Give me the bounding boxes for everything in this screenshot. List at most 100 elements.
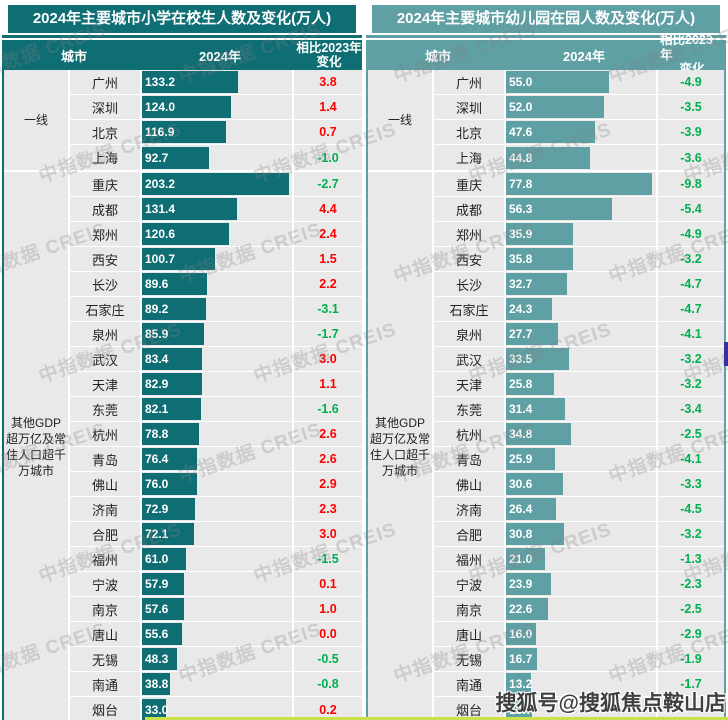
table-row: 成都 56.3 -5.4: [434, 197, 724, 222]
table-row: 重庆 77.8 -9.8: [434, 172, 724, 197]
bar-cell: 76.4: [142, 447, 294, 471]
change-value: 2.9: [294, 472, 362, 496]
table-row: 济南 26.4 -4.5: [434, 497, 724, 522]
table-row: 福州 21.0 -1.3: [434, 547, 724, 572]
change-value: 2.3: [294, 497, 362, 521]
city-name: 宁波: [70, 572, 142, 596]
table-row: 广州 133.2 3.8: [70, 70, 362, 95]
group-label: 一线: [368, 70, 434, 170]
change-value: -3.2: [658, 522, 724, 546]
city-group: 一线 广州 55.0 -4.9 深圳 52.0 -3.5 北京 47.6 -3.9 上海 44.8 -3…: [368, 70, 724, 172]
scrollbar-fragment: [724, 342, 728, 366]
value-bar: 83.4: [142, 348, 203, 370]
change-value: -4.1: [658, 447, 724, 471]
city-group: 其他GDP超万亿及常住人口超千万城市 重庆 77.8 -9.8 成都 56.3 -5.4 郑州…: [368, 172, 724, 720]
table-row: 南京 22.6 -2.5: [434, 597, 724, 622]
table-row: 天津 25.8 -3.2: [434, 372, 724, 397]
change-value: -1.3: [658, 547, 724, 571]
table-row: 上海 92.7 -1.0: [70, 145, 362, 170]
bar-cell: 16.0: [506, 622, 658, 646]
city-name: 青岛: [434, 447, 506, 471]
bar-cell: 72.1: [142, 522, 294, 546]
table-row: 武汉 83.4 3.0: [70, 347, 362, 372]
value-bar: 47.6: [506, 121, 596, 143]
bar-cell: 33.0: [142, 697, 294, 720]
bar-cell: 52.0: [506, 95, 658, 119]
bar-cell: 30.6: [506, 472, 658, 496]
bar-cell: 203.2: [142, 172, 294, 196]
change-value: -2.5: [658, 422, 724, 446]
value-bar: 31.4: [506, 398, 565, 420]
bar-cell: 56.3: [506, 197, 658, 221]
value-bar: 32.7: [506, 273, 568, 295]
value-bar: 57.6: [142, 598, 184, 620]
value-bar: 23.9: [506, 573, 551, 595]
table-row: 无锡 16.7 -1.9: [434, 647, 724, 672]
change-value: 1.5: [294, 247, 362, 271]
bar-cell: 89.2: [142, 297, 294, 321]
change-value: -1.7: [658, 672, 724, 696]
city-name: 成都: [434, 197, 506, 221]
bar-cell: 13.2: [506, 672, 658, 696]
change-value: -3.3: [658, 472, 724, 496]
chart-title: 2024年主要城市小学在校生人数及变化(万人): [8, 5, 356, 33]
change-value: 3.0: [294, 347, 362, 371]
table-row: 长沙 89.6 2.2: [70, 272, 362, 297]
table-row: 重庆 203.2 -2.7: [70, 172, 362, 197]
bar-cell: 55.0: [506, 70, 658, 94]
change-value: -1.9: [658, 647, 724, 671]
value-bar: 30.6: [506, 473, 564, 495]
bar-cell: 30.8: [506, 522, 658, 546]
city-name: 武汉: [70, 347, 142, 371]
table-row: 南通 38.8 -0.8: [70, 672, 362, 697]
change-value: 2.6: [294, 422, 362, 446]
change-value: -4.9: [658, 222, 724, 246]
city-name: 东莞: [70, 397, 142, 421]
table-row: 杭州 34.8 -2.5: [434, 422, 724, 447]
table-body: 一线 广州 133.2 3.8 深圳 124.0 1.4 北京 116.9 0.7 上海 92.7 -1…: [4, 70, 362, 720]
table-row: 西安 100.7 1.5: [70, 247, 362, 272]
value-bar: 77.8: [506, 173, 652, 195]
change-value: 1.4: [294, 95, 362, 119]
bar-cell: 35.9: [506, 222, 658, 246]
value-bar: 13.2: [506, 673, 532, 695]
value-bar: 22.6: [506, 598, 549, 620]
value-bar: 16.7: [506, 648, 538, 670]
value-bar: 44.8: [506, 146, 590, 169]
bar-cell: 34.8: [506, 422, 658, 446]
change-value: -4.7: [658, 297, 724, 321]
city-name: 北京: [70, 120, 142, 144]
bar-cell: 133.2: [142, 70, 294, 94]
value-bar: 21.0: [506, 548, 546, 570]
change-value: -4.7: [658, 272, 724, 296]
value-bar: 61.0: [142, 548, 186, 570]
change-value: -1.7: [294, 322, 362, 346]
value-bar: 48.3: [142, 648, 177, 670]
value-bar: 35.9: [506, 223, 574, 245]
value-bar: 131.4: [142, 198, 237, 220]
change-value: -5.4: [658, 197, 724, 221]
table-row: 南通 13.2 -1.7: [434, 672, 724, 697]
bar-cell: 76.0: [142, 472, 294, 496]
change-value: -3.2: [658, 347, 724, 371]
table-row: 佛山 76.0 2.9: [70, 472, 362, 497]
bar-cell: 131.4: [142, 197, 294, 221]
change-value: -2.7: [294, 172, 362, 196]
value-bar: 124.0: [142, 96, 232, 118]
value-bar: 72.9: [142, 498, 195, 520]
table-row: 郑州 120.6 2.4: [70, 222, 362, 247]
bar-cell: 23.9: [506, 572, 658, 596]
header-change: 相比2023年 变化: [660, 33, 724, 76]
table-row: 青岛 25.9 -4.1: [434, 447, 724, 472]
city-name: 天津: [434, 372, 506, 396]
chart-panel-kindergarten: 2024年主要城市幼儿园在园人数及变化(万人) 城市 2024年 相比2023年…: [364, 0, 728, 720]
change-value: -3.1: [294, 297, 362, 321]
bar-cell: 92.7: [142, 145, 294, 170]
bar-cell: 48.3: [142, 647, 294, 671]
city-name: 北京: [434, 120, 506, 144]
value-bar: 89.2: [142, 298, 207, 320]
value-bar: 203.2: [142, 173, 289, 195]
value-bar: 26.4: [506, 498, 556, 520]
change-value: -0.5: [294, 647, 362, 671]
